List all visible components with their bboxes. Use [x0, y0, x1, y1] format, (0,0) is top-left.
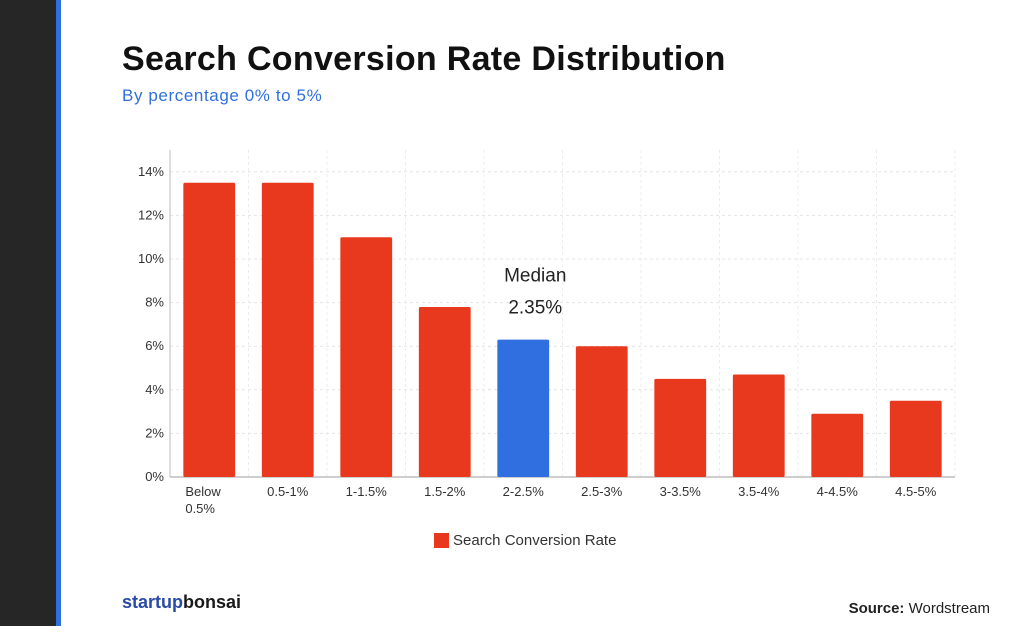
x-tick-label: 3.5-4% [738, 484, 780, 499]
x-tick-label: 1-1.5% [346, 484, 388, 499]
bar-6 [654, 378, 707, 477]
legend-label: Search Conversion Rate [453, 532, 617, 549]
chart-subtitle: By percentage 0% to 5% [122, 86, 323, 105]
bar-3 [418, 306, 471, 477]
bar-4 [497, 339, 550, 477]
x-tick-label: 3-3.5% [660, 484, 702, 499]
bar-1 [261, 182, 314, 477]
source-label: Source: [848, 600, 905, 617]
brand-logo: startupbonsai [122, 592, 241, 613]
bar-8 [811, 413, 864, 477]
median-annotation-line: Median [504, 266, 566, 287]
bar-2 [340, 237, 393, 477]
brand-logo-part1: startup [122, 592, 184, 612]
bar-5 [575, 346, 628, 477]
y-tick-label: 10% [138, 251, 164, 266]
bar-0 [183, 182, 236, 477]
bar-9 [889, 400, 942, 477]
median-annotation-line: 2.35% [508, 298, 562, 319]
bar-7 [732, 374, 785, 477]
chart-legend: Search Conversion Rate [434, 532, 616, 549]
y-tick-label: 8% [145, 295, 164, 310]
source-credit: Source: Wordstream [849, 600, 990, 617]
brand-logo-part2: bonsai [183, 592, 242, 612]
y-tick-label: 6% [145, 338, 164, 353]
x-tick-label: 4.5-5% [895, 484, 937, 499]
x-tick-label: 1.5-2% [424, 484, 466, 499]
x-tick-label: 0.5-1% [267, 484, 309, 499]
legend-swatch [434, 533, 449, 548]
y-tick-label: 4% [145, 382, 164, 397]
y-tick-label: 2% [145, 425, 164, 440]
left-dark-band [0, 0, 58, 644]
y-tick-label: 14% [138, 164, 164, 179]
x-tick-label: 0.5% [185, 501, 215, 516]
x-tick-label: 4-4.5% [817, 484, 859, 499]
x-tick-label: Below [185, 484, 221, 499]
x-tick-label: 2-2.5% [503, 484, 545, 499]
chart-title: Search Conversion Rate Distribution [122, 40, 726, 78]
bottom-margin [0, 626, 1024, 644]
y-tick-label: 12% [138, 207, 164, 222]
source-value: Wordstream [904, 600, 990, 617]
x-tick-label: 2.5-3% [581, 484, 623, 499]
left-accent-stripe [56, 0, 61, 644]
y-tick-label: 0% [145, 469, 164, 484]
